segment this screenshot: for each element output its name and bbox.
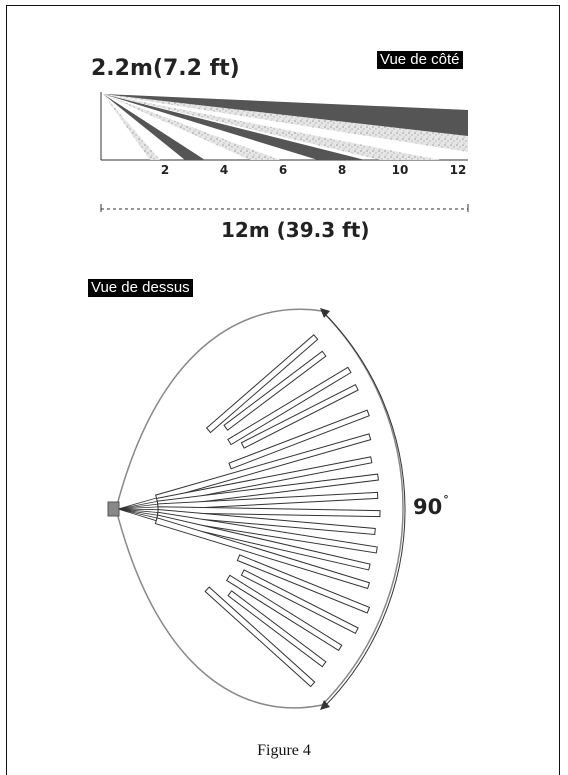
top-view-beam [154, 517, 371, 590]
top-view-beam [156, 511, 378, 554]
beam-origin-line [117, 508, 158, 519]
speckle-zone-near [103, 94, 160, 160]
top-view-beam [240, 383, 359, 449]
top-view-beam [228, 409, 370, 470]
top-view-coverage-outline [115, 308, 404, 709]
angle-arc [320, 308, 406, 710]
side-view-tag: Vue de côté [377, 51, 463, 69]
top-view-beam [227, 590, 327, 668]
top-view-tag: Vue de dessus [88, 279, 193, 297]
range-dimension-line [100, 204, 469, 212]
beam-origin-line [117, 508, 158, 516]
speckle-zone-low [103, 94, 280, 160]
beam-origin-line [117, 506, 158, 510]
tick-label-6: 6 [278, 163, 288, 177]
side-view-beams [103, 94, 468, 160]
beam-mid [103, 94, 365, 160]
speckle-zone-top [103, 94, 468, 152]
tick-label-2: 2 [160, 163, 170, 177]
top-view-beam [223, 350, 327, 431]
top-view-beam [227, 366, 352, 446]
top-view-beam [157, 508, 376, 536]
tick-label-4: 4 [219, 163, 229, 177]
beam-origin-line [117, 503, 158, 510]
top-view-beam [236, 554, 371, 614]
top-view-beam [240, 569, 359, 635]
top-view-beam [155, 514, 371, 571]
beam-origin-line [117, 497, 157, 510]
top-view-beam [155, 433, 372, 502]
beam-origin-line [117, 508, 157, 522]
figure-frame [6, 5, 560, 775]
top-view-beam [205, 334, 319, 434]
top-view-beam [157, 506, 381, 518]
tick-label-8: 8 [337, 163, 347, 177]
tick-label-12: 12 [449, 163, 467, 177]
top-view-beam [156, 456, 373, 505]
sensor-icon [107, 501, 120, 517]
top-view-beam [156, 473, 379, 508]
top-view-beam [204, 586, 316, 688]
beam-origin-line [117, 508, 158, 513]
beam-top [103, 94, 468, 136]
range-label: 12m (39.3 ft) [221, 218, 370, 242]
top-view-beam [225, 574, 343, 652]
figure-caption: Figure 4 [257, 742, 311, 759]
angle-value: 90 [413, 495, 443, 519]
degree-symbol: ° [443, 493, 449, 506]
mount-height-label: 2.2m(7.2 ft) [91, 56, 240, 81]
beam-origin-line [117, 508, 159, 511]
top-view-beam [157, 491, 379, 511]
beam-origin-line [117, 500, 158, 510]
angle-label: 90° [413, 493, 449, 519]
speckle-zone-mid [103, 94, 440, 160]
top-view-beams [117, 334, 381, 688]
beam-lower [103, 94, 205, 160]
tick-label-10: 10 [391, 163, 409, 177]
